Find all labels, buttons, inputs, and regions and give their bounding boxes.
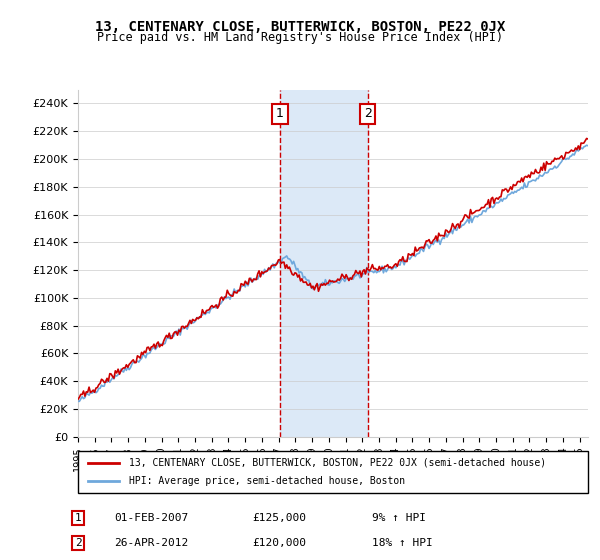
Text: 1: 1 xyxy=(74,513,82,523)
Text: 13, CENTENARY CLOSE, BUTTERWICK, BOSTON, PE22 0JX: 13, CENTENARY CLOSE, BUTTERWICK, BOSTON,… xyxy=(95,20,505,34)
FancyBboxPatch shape xyxy=(78,451,588,493)
Text: 2: 2 xyxy=(74,538,82,548)
Text: 13, CENTENARY CLOSE, BUTTERWICK, BOSTON, PE22 0JX (semi-detached house): 13, CENTENARY CLOSE, BUTTERWICK, BOSTON,… xyxy=(129,458,546,468)
Text: 18% ↑ HPI: 18% ↑ HPI xyxy=(372,538,433,548)
Text: HPI: Average price, semi-detached house, Boston: HPI: Average price, semi-detached house,… xyxy=(129,476,405,486)
Text: £125,000: £125,000 xyxy=(252,513,306,523)
Text: £120,000: £120,000 xyxy=(252,538,306,548)
Text: 2: 2 xyxy=(364,108,371,120)
Text: 1: 1 xyxy=(276,108,284,120)
Text: 9% ↑ HPI: 9% ↑ HPI xyxy=(372,513,426,523)
Text: 01-FEB-2007: 01-FEB-2007 xyxy=(114,513,188,523)
Bar xyxy=(280,90,368,437)
Text: Price paid vs. HM Land Registry's House Price Index (HPI): Price paid vs. HM Land Registry's House … xyxy=(97,31,503,44)
Text: 26-APR-2012: 26-APR-2012 xyxy=(114,538,188,548)
